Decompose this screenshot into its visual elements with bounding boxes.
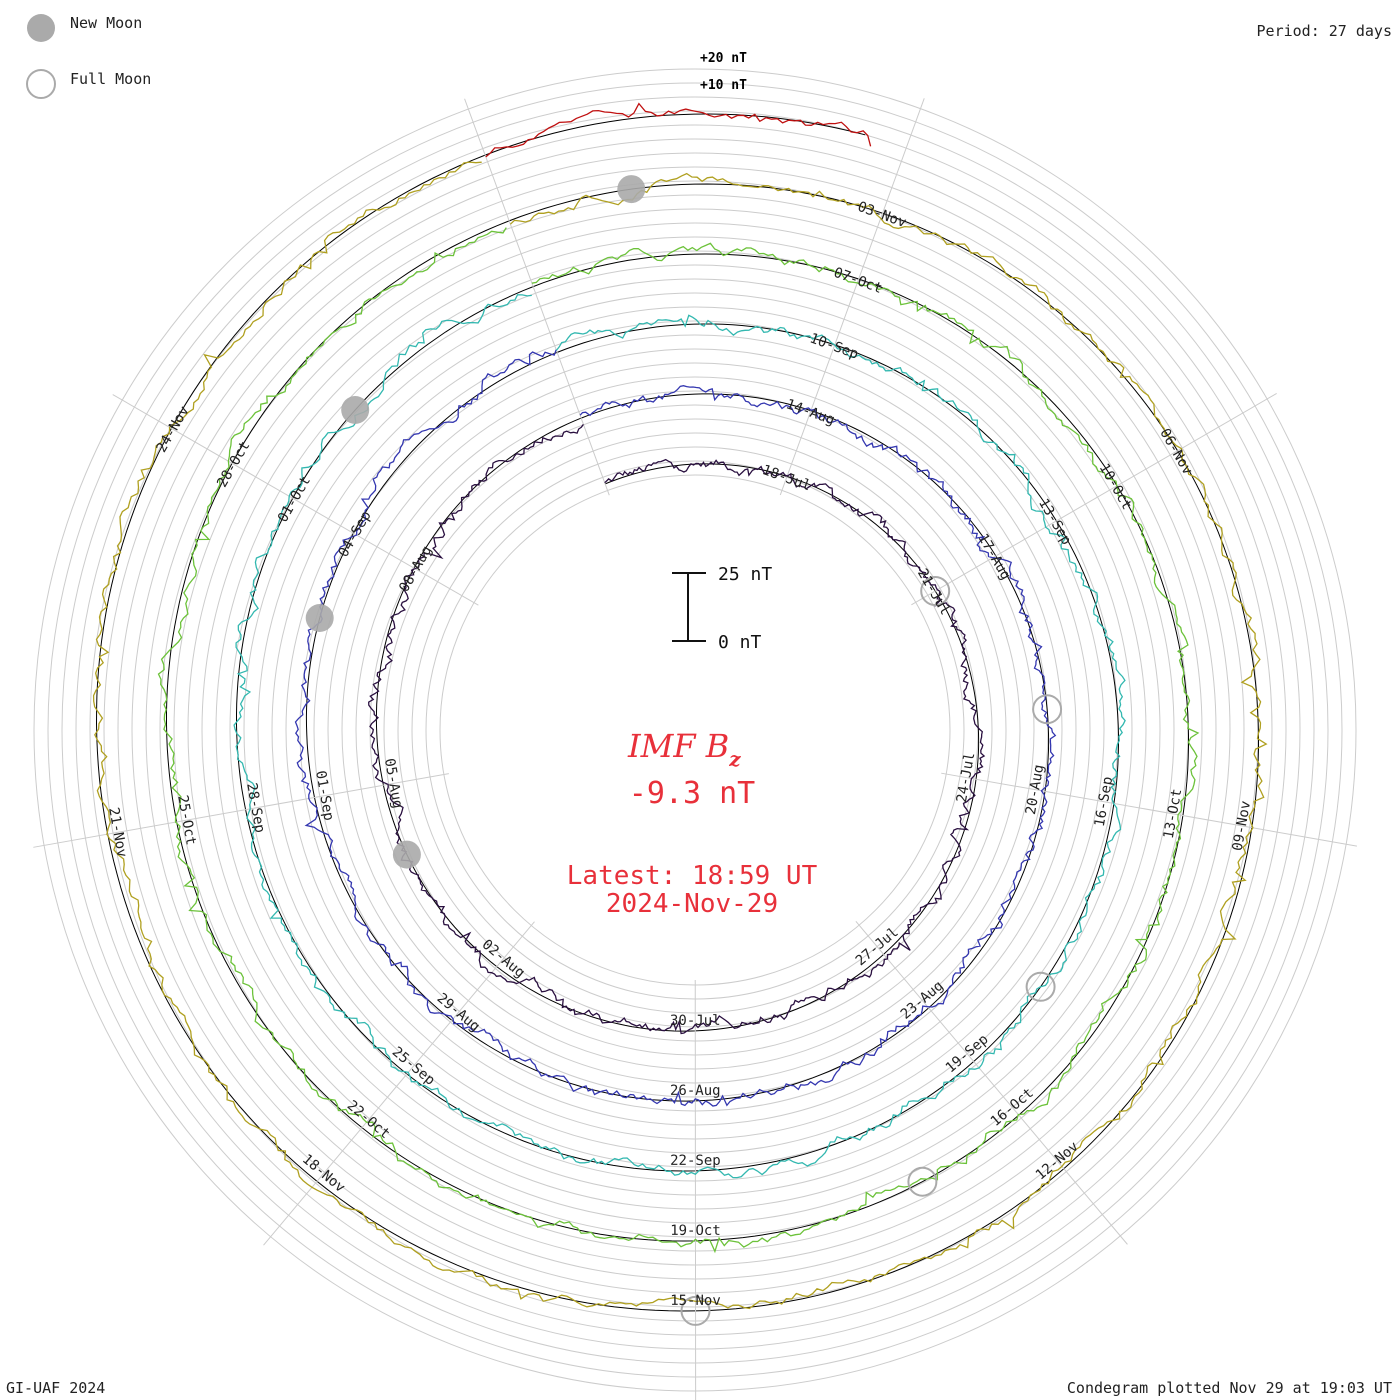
date-tick-label: 15-Nov: [670, 1293, 721, 1309]
rotation-spokes: [33, 98, 1357, 1400]
rotation-spoke: [263, 921, 535, 1246]
date-tick-label: 30-Jul: [670, 1013, 721, 1029]
date-tick-label: 23-Aug: [898, 978, 947, 1023]
date-tick-label: 24-Nov: [154, 403, 193, 455]
grid-ring: [145, 180, 1245, 1280]
bz-series-oct: [157, 227, 1200, 1254]
rotation-spoke: [464, 98, 610, 496]
full-moon-marker: [907, 1166, 938, 1197]
date-tick-label: 07-Oct: [831, 265, 884, 297]
latest-date: 2024-Nov-29: [606, 889, 778, 919]
grid-ring: [89, 124, 1301, 1336]
date-tick-label: 28-Sep: [243, 782, 268, 835]
bz-series-sep: [233, 294, 1126, 1179]
rotation-spoke: [779, 98, 925, 496]
date-tick-label: 19-Oct: [670, 1223, 721, 1239]
rotation-spoke: [911, 393, 1277, 606]
bz-series-nov-b: [485, 102, 872, 158]
chart-title-sub: z: [728, 747, 741, 771]
rotation-spoke: [33, 773, 449, 848]
scale-bar-top-label: 25 nT: [718, 564, 772, 585]
date-tick-label: 12-Nov: [1033, 1139, 1082, 1184]
date-tick-label: 18-Jul: [760, 462, 813, 494]
rotation-spoke: [112, 394, 479, 606]
rotation-spoke: [941, 772, 1357, 847]
bz-series-aug: [294, 349, 1057, 1107]
full-moon-marker: [1032, 694, 1063, 725]
date-tick-label: 04-Sep: [336, 508, 375, 560]
grid-ring: [117, 152, 1273, 1308]
baseline-spiral: [95, 113, 1259, 1312]
rotation-spoke: [855, 921, 1128, 1245]
date-tick-label: 16-Oct: [988, 1085, 1037, 1130]
date-tick-label: 26-Aug: [670, 1083, 721, 1099]
latest-value: -9.3 nT: [629, 776, 755, 811]
date-tick-label: 27-Jul: [853, 924, 902, 969]
date-tick-label: 28-Oct: [214, 438, 253, 490]
scale-bar: 25 nT 0 nT: [672, 564, 772, 653]
scale-bar-bottom-label: 0 nT: [718, 632, 762, 653]
bz-series-nov-a: [92, 161, 1268, 1310]
full-moon-legend-icon: [26, 69, 56, 99]
date-tick-label: 10-Sep: [808, 331, 861, 363]
period-label: Period: 27 days: [1256, 22, 1392, 40]
bz-series-jul: [368, 424, 986, 1035]
date-tick-label: 08-Aug: [396, 543, 435, 595]
credit-label: GI-UAF 2024: [6, 1379, 106, 1397]
grid-ring: [61, 96, 1329, 1364]
grid-ring: [47, 82, 1343, 1378]
date-tick-label: 01-Sep: [312, 769, 337, 822]
new-moon-marker: [305, 604, 334, 632]
date-tick-label: 14-Aug: [784, 396, 837, 428]
plotted-label: Condegram plotted Nov 29 at 19:03 UT: [1066, 1379, 1392, 1397]
grid-ring: [33, 68, 1357, 1392]
date-tick-label: 03-Nov: [855, 199, 908, 231]
new-moon-marker: [617, 175, 646, 204]
date-tick-label: 22-Sep: [670, 1153, 721, 1169]
date-tick-label: 21-Nov: [105, 806, 130, 859]
legend: New Moon Full Moon: [26, 14, 151, 99]
date-tick-label: 01-Oct: [275, 473, 314, 525]
new-moon-marker: [341, 396, 370, 424]
chart-title-main: IMF B: [627, 727, 729, 765]
full-moon-marker: [1025, 971, 1056, 1002]
date-tick-label: 13-Oct: [1161, 788, 1185, 841]
full-moon-marker: [920, 576, 951, 606]
grid-ring: [103, 138, 1287, 1322]
new-moon-legend-label: New Moon: [70, 14, 142, 32]
ref-label-top: +20 nT: [700, 51, 747, 66]
moon-markers: [305, 175, 1063, 1326]
chart-title: IMF Bz: [627, 727, 741, 771]
data-series-group: [92, 102, 1268, 1310]
full-moon-marker: [680, 1295, 711, 1326]
full-moon-legend-label: Full Moon: [70, 70, 151, 88]
new-moon-marker: [392, 840, 421, 869]
date-tick-label: 19-Sep: [943, 1031, 992, 1076]
ref-label-second: +10 nT: [700, 78, 747, 93]
new-moon-legend-icon: [27, 14, 55, 42]
latest-time: Latest: 18:59 UT: [567, 861, 818, 891]
date-tick-label: 09-Nov: [1230, 800, 1254, 853]
